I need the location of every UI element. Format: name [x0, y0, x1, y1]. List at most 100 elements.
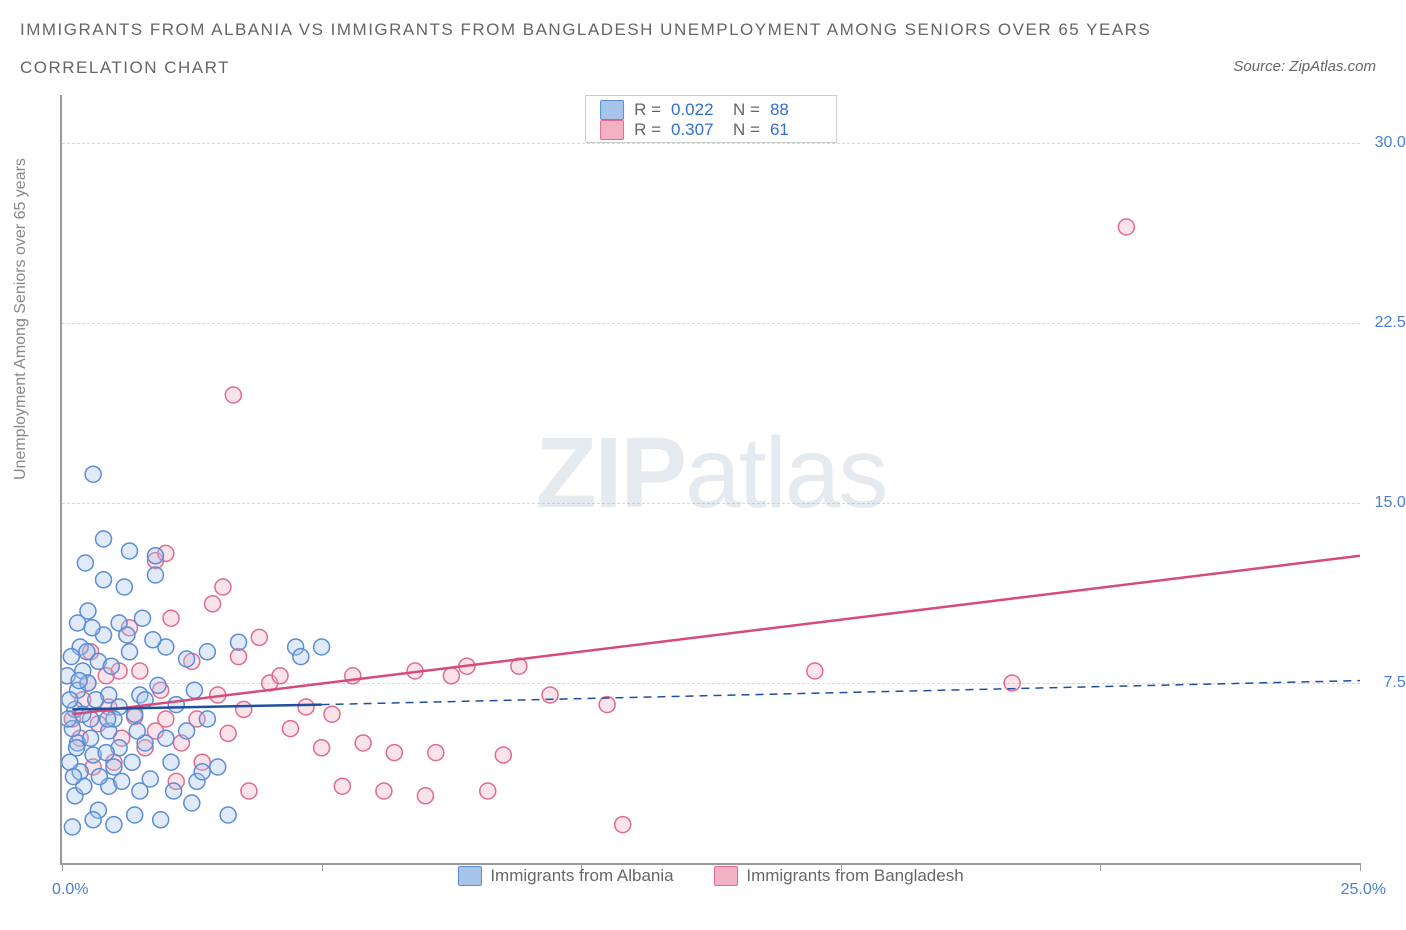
point-albania [194, 764, 210, 780]
stats-legend-box: R = 0.022 N = 88 R = 0.307 N = 61 [585, 95, 837, 143]
point-albania [114, 773, 130, 789]
point-albania [100, 711, 116, 727]
point-albania [96, 531, 112, 547]
point-bangladesh [495, 747, 511, 763]
point-bangladesh [225, 387, 241, 403]
point-bangladesh [599, 697, 615, 713]
swatch-bangladesh [600, 120, 624, 140]
point-albania [85, 812, 101, 828]
point-albania [147, 548, 163, 564]
point-albania [119, 627, 135, 643]
point-albania [166, 783, 182, 799]
point-bangladesh [220, 725, 236, 741]
point-albania [69, 740, 85, 756]
point-bangladesh [324, 706, 340, 722]
point-albania [62, 692, 78, 708]
point-albania [293, 649, 309, 665]
point-bangladesh [386, 745, 402, 761]
point-albania [134, 610, 150, 626]
point-bangladesh [480, 783, 496, 799]
point-albania [145, 632, 161, 648]
r-value-albania: 0.022 [671, 100, 723, 120]
point-albania [85, 466, 101, 482]
point-albania [70, 615, 86, 631]
point-bangladesh [158, 711, 174, 727]
point-bangladesh [205, 596, 221, 612]
y-tick-label: 22.5% [1375, 314, 1406, 332]
chart-title-line1: IMMIGRANTS FROM ALBANIA VS IMMIGRANTS FR… [20, 20, 1151, 40]
series-legend: Immigrants from Albania Immigrants from … [62, 866, 1360, 891]
point-bangladesh [615, 817, 631, 833]
point-albania [106, 759, 122, 775]
point-bangladesh [231, 649, 247, 665]
point-albania [163, 754, 179, 770]
y-tick-label: 30.0% [1375, 134, 1406, 152]
point-albania [314, 639, 330, 655]
point-bangladesh [443, 668, 459, 684]
point-albania [65, 769, 81, 785]
point-albania [71, 673, 87, 689]
scatter-svg [62, 95, 1360, 863]
point-albania [98, 745, 114, 761]
point-bangladesh [807, 663, 823, 679]
point-albania [88, 692, 104, 708]
point-albania [220, 807, 236, 823]
source-link[interactable]: ZipAtlas.com [1289, 58, 1376, 75]
point-bangladesh [334, 778, 350, 794]
point-albania [106, 817, 122, 833]
y-tick-label: 7.5% [1384, 674, 1406, 692]
point-bangladesh [251, 629, 267, 645]
point-albania [77, 555, 93, 571]
source-attribution: Source: ZipAtlas.com [1233, 58, 1376, 75]
point-albania [168, 697, 184, 713]
point-albania [186, 682, 202, 698]
r-value-bangladesh: 0.307 [671, 120, 723, 140]
point-albania [153, 812, 169, 828]
point-albania [83, 730, 99, 746]
r-label: R = [634, 100, 661, 120]
point-albania [116, 579, 132, 595]
point-albania [103, 658, 119, 674]
point-bangladesh [355, 735, 371, 751]
point-albania [127, 807, 143, 823]
point-bangladesh [428, 745, 444, 761]
stats-row-albania: R = 0.022 N = 88 [600, 100, 822, 120]
legend-label-bangladesh: Immigrants from Bangladesh [746, 866, 963, 886]
point-albania [147, 567, 163, 583]
chart-title-line2: CORRELATION CHART [20, 58, 230, 78]
point-bangladesh [298, 699, 314, 715]
r-label: R = [634, 120, 661, 140]
legend-item-bangladesh: Immigrants from Bangladesh [714, 866, 963, 886]
point-albania [63, 649, 79, 665]
legend-swatch-albania [458, 866, 482, 886]
legend-item-albania: Immigrants from Albania [458, 866, 673, 886]
n-label: N = [733, 120, 760, 140]
point-bangladesh [272, 668, 288, 684]
y-tick-label: 15.0% [1375, 494, 1406, 512]
point-albania [121, 543, 137, 559]
point-bangladesh [236, 701, 252, 717]
point-albania [179, 651, 195, 667]
point-bangladesh [241, 783, 257, 799]
plot-area: ZIPatlas 7.5%15.0%22.5%30.0% 0.0% 25.0% … [60, 95, 1360, 865]
point-albania [210, 759, 226, 775]
swatch-albania [600, 100, 624, 120]
stats-row-bangladesh: R = 0.307 N = 61 [600, 120, 822, 140]
point-albania [179, 723, 195, 739]
point-albania [64, 819, 80, 835]
point-bangladesh [1118, 219, 1134, 235]
point-bangladesh [215, 579, 231, 595]
point-bangladesh [163, 610, 179, 626]
legend-swatch-bangladesh [714, 866, 738, 886]
point-bangladesh [417, 788, 433, 804]
point-bangladesh [282, 721, 298, 737]
point-albania [91, 769, 107, 785]
point-bangladesh [132, 663, 148, 679]
point-albania [231, 634, 247, 650]
point-albania [62, 754, 78, 770]
source-prefix: Source: [1233, 58, 1289, 75]
y-axis-label: Unemployment Among Seniors over 65 years [12, 158, 30, 480]
point-albania [129, 723, 145, 739]
point-albania [184, 795, 200, 811]
n-value-bangladesh: 61 [770, 120, 822, 140]
